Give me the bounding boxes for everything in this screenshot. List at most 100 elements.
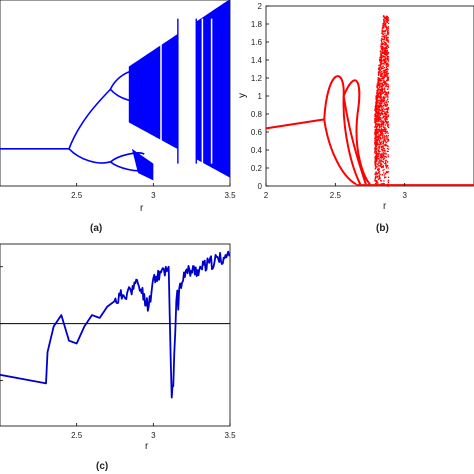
chaos-point	[380, 159, 383, 162]
chaos-point	[386, 21, 389, 23]
chaos-point	[384, 108, 387, 110]
chaos-point	[376, 140, 378, 142]
chaos-point	[374, 131, 376, 134]
chaos-point	[381, 103, 383, 105]
chaos-point	[386, 165, 388, 168]
chaos-point	[378, 74, 380, 76]
chaos-point	[385, 60, 387, 62]
chaos-point	[384, 145, 386, 147]
chaos-point	[379, 136, 381, 138]
chaos-point	[379, 161, 381, 163]
chaos-point	[384, 44, 386, 46]
chaos-point	[375, 157, 378, 159]
chaos-point	[380, 68, 382, 71]
chaos-point	[381, 166, 383, 168]
chaos-point	[387, 59, 390, 61]
chaos-point	[387, 139, 390, 142]
chaos-point	[386, 121, 388, 123]
chaos-point	[376, 180, 378, 182]
chaos-point	[380, 183, 382, 185]
chaotic-lower-lobe	[131, 148, 154, 181]
chaos-point	[381, 75, 383, 77]
chaos-point	[382, 65, 384, 67]
panel-a-x-ticks: 2.5 3 3.5	[71, 183, 236, 200]
chaos-point	[387, 22, 390, 25]
chaos-point	[380, 63, 382, 65]
panel-a: 2.5 3 3.5 r (a)	[0, 0, 236, 234]
chaos-point	[382, 104, 385, 107]
chaos-point	[379, 165, 381, 167]
chaos-point	[378, 120, 380, 122]
chaos-point	[378, 117, 380, 120]
chaos-point	[382, 147, 384, 150]
chaos-point	[377, 153, 379, 155]
chaos-point	[380, 105, 382, 107]
chaos-point	[387, 29, 389, 32]
chaos-point	[382, 24, 384, 26]
chaos-point	[383, 138, 385, 140]
panel-b-y-tick-label: 0.2	[251, 164, 263, 173]
branch-upper-lobe	[323, 75, 362, 185]
chaos-point	[387, 167, 389, 169]
chaos-point	[385, 116, 387, 118]
chaos-point	[375, 128, 378, 130]
chaos-point	[385, 62, 387, 64]
chaos-point	[380, 89, 383, 92]
chaos-point	[381, 120, 383, 123]
chaos-point	[385, 167, 387, 169]
chaos-point	[382, 110, 384, 113]
chaos-point	[385, 43, 387, 45]
chaos-point	[386, 72, 388, 74]
chaos-point	[383, 36, 386, 39]
chaos-point	[379, 60, 381, 62]
chaos-point	[383, 130, 386, 133]
panel-b-ticks: 0 0.2 0.4 0.6 0.8 1 1.2 1.4 1.6 1.8 2 2 2.5 3	[251, 2, 408, 200]
chaos-point	[387, 32, 389, 35]
chaos-point	[386, 92, 388, 94]
chaos-point	[382, 99, 384, 102]
chaos-point	[382, 35, 385, 38]
chaos-point	[383, 73, 386, 75]
chaos-point	[386, 15, 389, 18]
chaos-point	[374, 149, 377, 152]
chaos-point	[378, 153, 381, 155]
chaos-point	[377, 104, 380, 106]
chaos-point	[384, 162, 386, 165]
chaos-point	[380, 79, 382, 81]
chaos-point	[382, 84, 384, 86]
chaos-point	[385, 117, 387, 119]
chaos-point	[382, 98, 384, 101]
panel-b-label: (b)	[376, 223, 389, 234]
chaos-point	[384, 81, 387, 83]
chaos-point	[386, 51, 388, 53]
chaos-point	[387, 108, 389, 111]
chaos-point	[378, 102, 381, 105]
chaos-point	[376, 151, 378, 154]
chaos-point	[379, 121, 381, 123]
chaos-point	[386, 78, 389, 80]
chaos-point	[380, 59, 382, 61]
chaos-point	[385, 93, 387, 96]
chaos-point	[379, 104, 381, 107]
chaos-point	[381, 31, 383, 33]
chaos-point	[386, 88, 389, 90]
chaos-point	[377, 124, 379, 127]
chaos-point	[378, 172, 380, 175]
chaos-point	[385, 84, 388, 87]
chaos-point	[377, 169, 379, 171]
chaos-point	[379, 116, 381, 119]
chaos-point	[376, 97, 378, 99]
chaos-point	[379, 132, 382, 134]
chaos-point	[375, 143, 377, 145]
chaos-point	[380, 117, 382, 119]
chaos-point	[387, 148, 390, 150]
chaos-point	[384, 61, 387, 63]
chaos-point	[382, 169, 384, 172]
chaos-point	[375, 160, 377, 162]
chaos-point	[386, 53, 389, 55]
chaos-point	[378, 126, 381, 129]
chaos-point	[383, 38, 385, 40]
chaos-point	[387, 125, 389, 128]
chaos-point	[375, 174, 377, 176]
chaos-point	[380, 141, 382, 144]
